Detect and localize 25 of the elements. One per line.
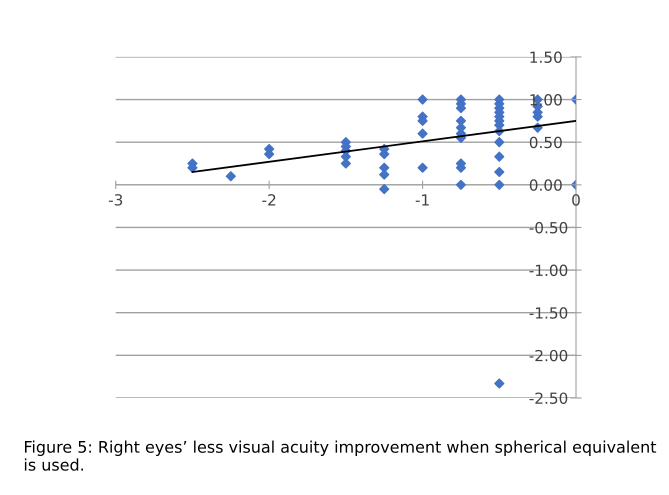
point [494, 137, 504, 148]
point [494, 152, 504, 162]
y-tick-label: -0.50 [530, 222, 568, 234]
point [494, 180, 504, 190]
caption: Figure 5: Right eyes’ less visual acuity improvement when spherical equivalent is used. [24, 440, 656, 471]
point [418, 94, 428, 105]
y-tick-label: -1.00 [530, 264, 568, 276]
x-tick-label: 0 [572, 194, 580, 206]
y-tick-label: 0.50 [530, 136, 562, 148]
y-tick-label: -1.50 [530, 307, 568, 319]
point [418, 128, 428, 139]
point [379, 184, 390, 194]
point [494, 378, 504, 389]
point [418, 162, 428, 173]
x-tick-label: -1 [416, 194, 429, 206]
point [494, 166, 504, 178]
y-tick-label: -2.50 [530, 392, 568, 404]
x-tick-label: -3 [108, 194, 122, 206]
point [379, 170, 390, 180]
point [456, 180, 466, 190]
x-tick-label: -2 [262, 194, 276, 206]
y-tick-label: 1.50 [530, 51, 562, 63]
point [226, 171, 236, 182]
y-tick-label: -2.00 [530, 350, 568, 362]
y-tick-label: 0.00 [530, 179, 562, 191]
